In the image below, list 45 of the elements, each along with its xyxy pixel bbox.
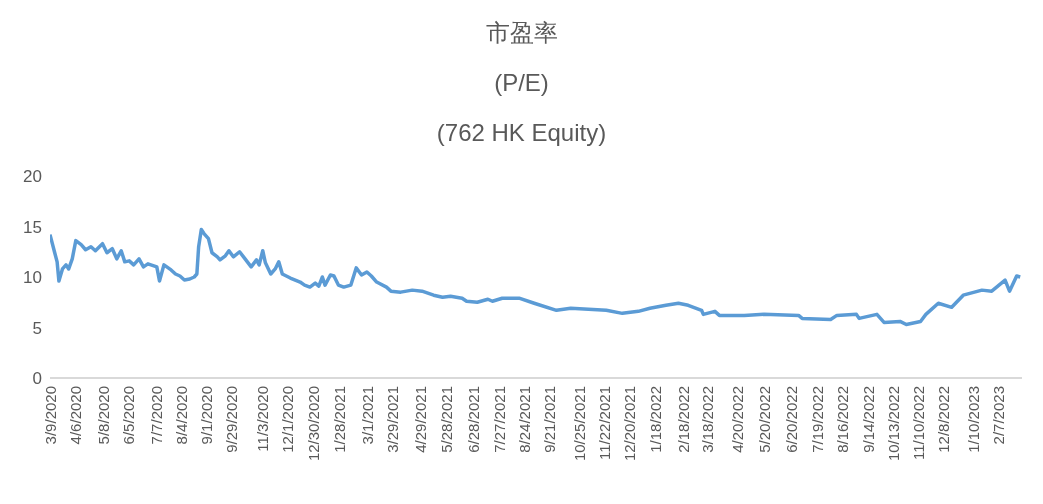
x-tick-label: 6/20/2022 [783,386,801,453]
chart-title: 市盈率 [484,18,559,48]
x-tick-label: 8/4/2020 [173,386,191,445]
x-tick-label: 7/7/2020 [148,386,166,445]
y-tick-label: 15 [23,217,42,237]
x-tick-label: 3/9/2020 [41,386,59,445]
x-tick-label: 11/22/2021 [596,386,614,460]
chart-subtitle: (P/E) (762 HK Equity) [435,68,608,148]
x-tick-label: 4/20/2022 [728,386,746,453]
x-tick-label: 11/10/2022 [910,386,928,460]
x-tick-label: 3/18/2022 [699,386,717,453]
x-tick-label: 9/29/2020 [223,386,241,453]
x-tick-label: 9/1/2020 [198,386,216,445]
x-tick-label: 6/5/2020 [119,386,137,445]
y-tick-label: 0 [32,369,42,389]
x-tick-label: 12/8/2022 [935,386,953,453]
x-tick-label: 7/27/2021 [491,386,509,453]
x-tick-label: 12/30/2020 [305,386,323,462]
y-tick-label: 5 [32,318,42,338]
x-tick-label: 9/14/2022 [859,386,877,453]
y-tick-label: 10 [23,268,42,288]
x-tick-label: 7/19/2022 [808,386,826,453]
x-tick-label: 3/1/2021 [359,386,377,445]
x-tick-label: 5/8/2020 [95,386,113,445]
x-tick-label: 2/7/2023 [989,386,1007,445]
x-tick-label: 5/28/2021 [437,386,455,453]
x-tick-label: 10/13/2022 [885,386,903,462]
x-tick-label: 4/6/2020 [66,386,84,445]
y-tick-label: 20 [23,167,42,187]
x-tick-label: 2/18/2022 [674,386,692,453]
x-tick-label: 8/24/2021 [516,386,534,453]
x-tick-label: 5/20/2022 [755,386,773,453]
x-tick-label: 1/28/2021 [330,386,348,453]
x-tick-label: 3/29/2021 [384,386,402,453]
line-series [50,227,1022,327]
x-tick-label: 1/18/2022 [646,386,664,453]
x-tick-label: 8/16/2022 [833,386,851,453]
x-tick-label: 12/20/2021 [621,386,639,462]
x-tick-label: 10/25/2021 [571,386,589,462]
x-tick-label: 4/29/2021 [411,386,429,453]
x-tick-label: 6/28/2021 [465,386,483,453]
x-tick-label: 9/21/2021 [541,386,558,453]
x-tick-label: 12/1/2020 [279,386,297,453]
x-tick-label: 11/3/2020 [254,386,272,452]
x-tick-label: 1/10/2023 [964,386,982,453]
